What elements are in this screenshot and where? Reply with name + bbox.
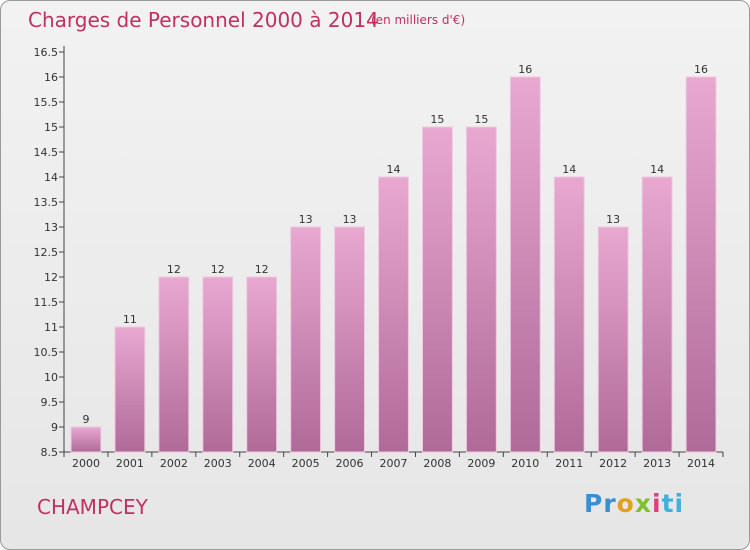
y-tick-label: 14.5 [34,146,59,159]
y-tick-label: 15 [44,121,58,134]
y-axis-ticks: 8.5 9 9.5 10 10.5 11 11.5 12 12.5 13 13.5 14 14.5 15 1… [34,46,64,459]
bar [70,426,102,453]
logo-letter: i [652,489,662,518]
x-tick-label: 2010 [511,457,539,470]
logo-letter: i [674,489,685,518]
bar [378,176,409,453]
y-tick-label: 13 [44,221,58,234]
bar [334,226,366,453]
logo-letter: o [616,489,635,518]
y-tick-label: 10 [44,371,58,384]
chart-title: Charges de Personnel 2000 à 2014 [28,8,379,32]
bar-value-label: 15 [474,113,488,126]
y-tick-label: 15.5 [34,96,59,109]
x-tick-label: 2014 [687,457,715,470]
bar-value-label: 13 [343,213,357,226]
bar [246,276,278,453]
bar-value-label: 16 [694,63,708,76]
y-tick-label: 13.5 [34,196,59,209]
bar-value-label: 12 [255,263,269,276]
y-tick-label: 9.5 [41,396,59,409]
bar-value-label: 13 [299,213,313,226]
x-tick-label: 2007 [380,457,408,470]
bars-group: 9 11 12 12 12 13 13 14 15 15 16 14 13 14 16 [70,63,717,453]
logo-letter: t [661,489,675,518]
bar-value-label: 16 [518,63,532,76]
bar-value-label: 15 [430,113,444,126]
bar-value-label: 13 [606,213,620,226]
bar [553,176,585,453]
bar [290,226,322,453]
x-tick-label: 2011 [555,457,583,470]
x-tick-label: 2001 [116,457,144,470]
y-tick-label: 9 [51,421,58,434]
y-tick-label: 10.5 [34,346,59,359]
x-tick-label: 2006 [336,457,364,470]
x-tick-label: 2000 [72,457,100,470]
bar-value-label: 14 [387,163,401,176]
x-tick-label: 2002 [160,457,188,470]
y-tick-label: 12 [44,271,58,284]
chart-subtitle: (en milliers d'€) [371,13,466,27]
x-tick-label: 2005 [292,457,320,470]
x-tick-label: 2013 [643,457,671,470]
logo-letter: x [634,489,652,518]
bar [509,76,541,453]
bar [158,276,190,453]
bar-value-label: 9 [82,413,89,426]
bar [685,76,717,453]
bar [114,326,146,453]
y-tick-label: 8.5 [41,446,59,459]
bar [202,276,234,453]
logo-letter: r [603,489,617,518]
x-tick-label: 2009 [467,457,495,470]
bar [597,226,629,453]
y-tick-label: 11 [44,321,58,334]
bar [421,126,453,453]
x-tick-label: 2008 [423,457,451,470]
bar-value-label: 12 [211,263,225,276]
proxiti-logo: Proxiti [584,489,684,518]
y-tick-label: 16.5 [34,46,59,59]
y-tick-label: 12.5 [34,246,59,259]
bar [465,126,497,453]
x-tick-label: 2003 [204,457,232,470]
y-tick-label: 14 [44,171,58,184]
bar-value-label: 11 [123,313,137,326]
x-tick-label: 2004 [248,457,276,470]
x-axis-ticks: 2000 2001 2002 2003 2004 2005 2006 2007 2008 2009… [63,452,724,470]
y-tick-label: 16 [44,71,58,84]
bar [641,176,673,453]
bar-value-label: 12 [167,263,181,276]
bar-value-label: 14 [650,163,664,176]
bar-value-label: 14 [562,163,576,176]
x-tick-label: 2012 [599,457,627,470]
logo-letter: P [584,489,604,518]
y-tick-label: 11.5 [34,296,59,309]
commune-name: CHAMPCEY [37,495,148,519]
